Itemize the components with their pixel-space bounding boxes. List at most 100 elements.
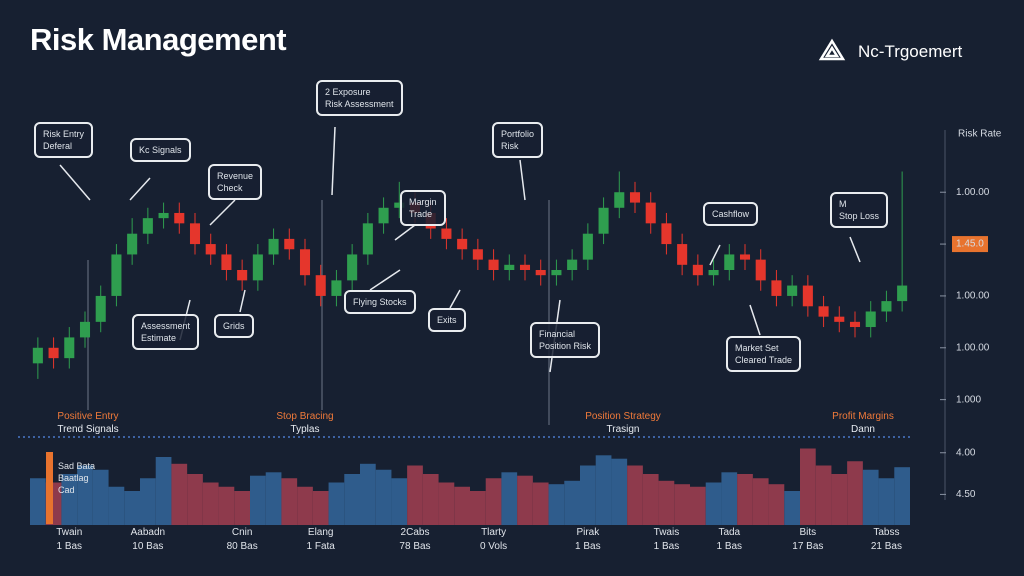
volume-bar bbox=[281, 478, 298, 525]
callout: Assessment Estimate bbox=[132, 314, 200, 350]
candle-body bbox=[252, 254, 263, 281]
volume-bar bbox=[391, 478, 408, 525]
candle-body bbox=[897, 285, 908, 302]
marker-subtitle: Dann bbox=[851, 424, 875, 435]
marker-subtitle: Typlas bbox=[290, 424, 320, 435]
candle-body bbox=[834, 316, 845, 322]
marker-title: Positive Entry bbox=[57, 411, 119, 422]
candle-body bbox=[331, 280, 342, 296]
candle-body bbox=[284, 238, 295, 250]
candle-body bbox=[237, 270, 248, 281]
candle-body bbox=[614, 192, 625, 208]
candle-body bbox=[142, 218, 153, 234]
volume-bar bbox=[768, 484, 785, 525]
x-tick-label: Tabss 21 Bas bbox=[870, 527, 902, 552]
candle-body bbox=[708, 270, 719, 276]
x-tick-label: Cnin 80 Bas bbox=[226, 527, 258, 552]
candle-body bbox=[189, 223, 201, 245]
candle-body bbox=[174, 212, 185, 224]
x-tick-label: 2Cabs 78 Bas bbox=[399, 527, 431, 552]
candle-body bbox=[504, 264, 515, 270]
price-highlight bbox=[952, 236, 988, 253]
candle-body bbox=[692, 264, 703, 276]
candle-body bbox=[378, 207, 389, 224]
volume-bar bbox=[721, 472, 738, 525]
volume-legend: Sad Bata Baatlag Cad bbox=[58, 461, 96, 495]
volume-bar bbox=[815, 465, 832, 525]
volume-bar bbox=[344, 474, 360, 525]
candle-body bbox=[95, 295, 106, 322]
marker-label: Stop Bracing Typlas bbox=[235, 410, 375, 436]
callout: Market Set Cleared Trade bbox=[726, 336, 802, 372]
brand-name: Nc-Trgoemert bbox=[858, 42, 963, 61]
volume-bar bbox=[580, 465, 596, 525]
y-tick-label: 4.50 bbox=[956, 489, 976, 500]
volume-bar bbox=[171, 463, 188, 525]
marker-label: Position Strategy Trasign bbox=[553, 410, 693, 436]
marker-subtitle: Trasign bbox=[606, 424, 640, 435]
callout: Grids bbox=[214, 314, 254, 338]
volume-bar bbox=[438, 482, 455, 525]
candle-body bbox=[127, 233, 138, 255]
candle-body bbox=[582, 233, 593, 260]
volume-bar bbox=[611, 458, 628, 525]
candle-body bbox=[771, 280, 782, 296]
x-tick-label: Elang 1 Fata bbox=[306, 527, 335, 552]
candle-body bbox=[158, 212, 169, 219]
volume-bar bbox=[250, 475, 266, 525]
callout: Margin Trade bbox=[400, 190, 446, 226]
marker-label: Profit Margins Dann bbox=[793, 410, 933, 436]
candle-body bbox=[268, 238, 279, 255]
candle-body bbox=[472, 249, 483, 260]
page-title: Risk Management bbox=[30, 22, 287, 57]
candle-body bbox=[488, 259, 499, 270]
candle-body bbox=[205, 244, 216, 255]
volume-bar bbox=[124, 491, 140, 525]
volume-bar bbox=[485, 478, 502, 525]
candle-body bbox=[661, 223, 672, 245]
volume-bar bbox=[360, 463, 376, 525]
candle-body bbox=[865, 311, 876, 328]
x-tick-label: Tlarty 0 Vols bbox=[479, 527, 508, 552]
volume-bar bbox=[800, 448, 816, 525]
x-tick-label: Tada 1 Bas bbox=[716, 527, 743, 552]
candle-body bbox=[724, 254, 735, 270]
marker-title: Position Strategy bbox=[585, 411, 661, 422]
y-tick-label: 1.00.00 bbox=[956, 291, 990, 302]
logo-icon bbox=[818, 38, 846, 61]
volume-bar bbox=[77, 465, 93, 525]
volume-bar bbox=[752, 478, 769, 525]
volume-bar bbox=[501, 472, 518, 525]
candle-body bbox=[818, 306, 829, 317]
candle-body bbox=[802, 285, 813, 307]
volume-bar bbox=[737, 474, 753, 525]
candle-body bbox=[535, 270, 546, 276]
candle-body bbox=[441, 228, 452, 239]
candle-body bbox=[347, 254, 358, 281]
candle-body bbox=[567, 259, 578, 270]
volume-bar bbox=[878, 478, 895, 525]
volume-bar bbox=[894, 467, 910, 525]
y-tick-label: 1.00.00 bbox=[956, 342, 990, 353]
volume-bar bbox=[328, 482, 345, 525]
candle-body bbox=[315, 275, 326, 296]
candle-body bbox=[362, 223, 373, 255]
volume-bar bbox=[312, 491, 329, 525]
candle-body bbox=[755, 259, 766, 281]
volume-bar bbox=[234, 491, 250, 525]
volume-bar bbox=[297, 486, 313, 525]
y-axis-label: Risk Rate bbox=[958, 129, 1002, 140]
candle-body bbox=[551, 270, 562, 276]
volume-bar bbox=[470, 491, 486, 525]
callout: 2 Exposure Risk Assessment bbox=[316, 80, 403, 116]
volume-bar bbox=[155, 457, 172, 525]
callout: Revenue Check bbox=[208, 164, 263, 200]
volume-bar bbox=[375, 469, 392, 525]
x-tick-label: Twais 1 Bas bbox=[653, 527, 680, 552]
callout: M Stop Loss bbox=[830, 192, 889, 228]
volume-bar bbox=[548, 484, 565, 525]
candle-body bbox=[881, 301, 892, 312]
callout: Portfolio Risk bbox=[492, 122, 544, 158]
